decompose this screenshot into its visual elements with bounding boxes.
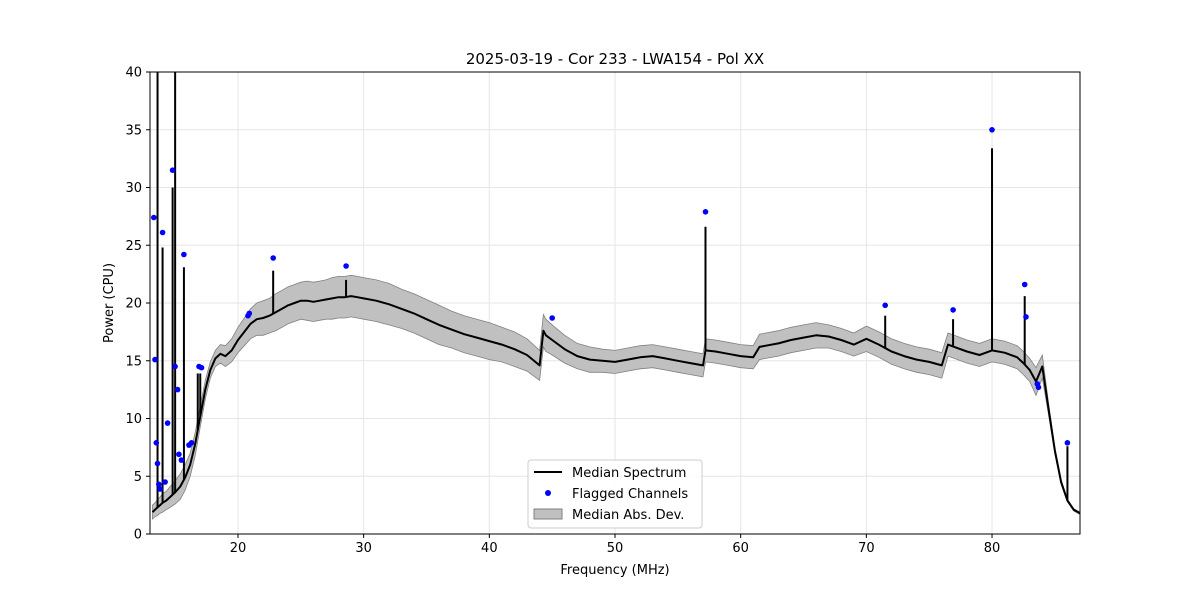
flagged-point <box>176 451 182 458</box>
x-tick-label: 40 <box>481 541 498 556</box>
flagged-point <box>164 420 171 426</box>
flagged-point <box>989 127 995 133</box>
chart-title: 2025-03-19 - Cor 233 - LWA154 - Pol XX <box>466 50 764 68</box>
x-tick-label: 20 <box>230 541 247 556</box>
legend-median-label: Median Spectrum <box>572 466 686 481</box>
x-tick-label: 50 <box>607 541 624 556</box>
flagged-point <box>153 440 160 446</box>
legend-flagged-label: Flagged Channels <box>572 487 688 502</box>
flagged-point <box>1064 440 1071 446</box>
flagged-point <box>198 364 205 371</box>
x-tick-label: 80 <box>984 541 1001 556</box>
flagged-point <box>172 363 178 370</box>
y-tick-label: 0 <box>134 528 142 543</box>
legend-frame <box>527 459 703 529</box>
flagged-point <box>151 214 157 221</box>
y-tick-label: 15 <box>125 354 142 369</box>
flagged-point <box>188 440 195 446</box>
flagged-point <box>162 479 168 485</box>
flagged-point <box>156 481 162 488</box>
tick-layer: 20 30 40 50 60 70 80 0 5 10 15 20 25 30 35 40 <box>125 66 1000 557</box>
legend-mad-swatch <box>533 508 563 520</box>
legend-flagged-swatch <box>545 490 551 496</box>
flagged-point <box>270 255 277 261</box>
legend-mad-label: Median Abs. Dev. <box>572 508 684 523</box>
flagged-point <box>246 310 253 317</box>
flagged-point <box>343 263 349 269</box>
y-tick-label: 25 <box>125 239 142 254</box>
flagged-point <box>549 315 555 321</box>
x-tick-label: 60 <box>732 541 749 556</box>
y-axis-label: Power (CPU) <box>102 263 117 343</box>
flagged-point <box>174 386 181 393</box>
line-layer <box>151 72 1081 515</box>
flagged-point <box>154 460 161 467</box>
y-tick-label: 10 <box>125 412 142 427</box>
legend: Median Spectrum Flagged Channels Median … <box>527 459 703 529</box>
y-tick-label: 40 <box>125 66 142 81</box>
flagged-point <box>1035 384 1042 391</box>
y-tick-label: 35 <box>125 123 142 138</box>
x-tick-label: 70 <box>858 541 875 556</box>
flagged-point <box>159 229 166 236</box>
y-tick-label: 30 <box>125 181 142 196</box>
flagged-point <box>157 486 163 492</box>
flagged-point <box>152 356 158 363</box>
scatter-layer <box>151 127 1071 492</box>
x-axis-label: Frequency (MHz) <box>560 563 669 578</box>
flagged-point <box>181 251 187 258</box>
flagged-point <box>178 457 185 463</box>
flagged-point <box>169 167 176 173</box>
y-tick-label: 20 <box>125 297 142 312</box>
y-tick-label: 5 <box>134 470 142 485</box>
flagged-point <box>1023 314 1029 320</box>
x-tick-label: 30 <box>355 541 372 556</box>
flagged-point <box>882 302 888 309</box>
flagged-point <box>950 307 956 313</box>
flagged-point <box>702 209 709 215</box>
median-spectrum-line <box>151 295 1081 515</box>
flagged-point <box>1021 281 1028 288</box>
